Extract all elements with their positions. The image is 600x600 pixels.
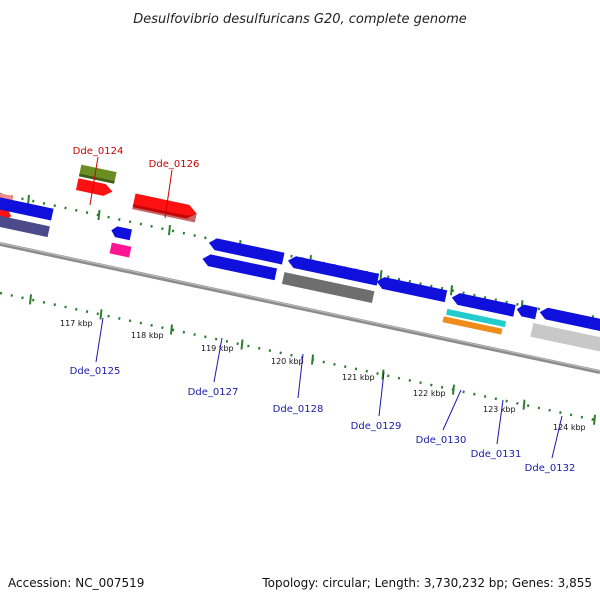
feature-blue-partial[interactable] (0, 195, 54, 221)
leader-dde0132 (551, 415, 563, 459)
lower-ruler-major-tick-8 (593, 414, 596, 425)
feature-dde0125-function[interactable] (109, 242, 132, 258)
lower-ruler-major-tick-4 (311, 354, 314, 365)
leader-dde0130 (442, 389, 462, 431)
upper-ruler-major-tick-0 (27, 194, 30, 206)
feature-dde0127-gene-b[interactable] (201, 253, 278, 281)
tick-label-122: 122 kbp (413, 389, 446, 398)
reverse-strand-features (0, 195, 600, 356)
feature-dde0124-gene[interactable] (75, 178, 114, 197)
feature-dde0124-function-shade (78, 173, 115, 184)
gene-label-dde0127[interactable]: Dde_0127 (188, 387, 239, 398)
tick-label-121: 121 kbp (342, 373, 375, 382)
lower-ruler-major-tick-6 (452, 384, 455, 395)
leader-dde0127 (213, 337, 223, 383)
feature-dde0131-gene[interactable] (516, 303, 538, 320)
leader-dde0126 (164, 169, 173, 219)
feature-dde0124-function[interactable] (79, 164, 117, 181)
feature-dde0132-function[interactable] (530, 323, 600, 356)
leader-dde0124 (89, 156, 99, 206)
lower-ruler-major-tick-0 (29, 294, 32, 305)
feature-dde0132-gene[interactable] (538, 306, 600, 336)
upper-ruler-major-tick-2 (168, 224, 171, 236)
genome-backbone-highlight (0, 242, 600, 372)
feature-dde0125-gene[interactable] (110, 225, 132, 241)
leader-dde0128 (297, 353, 304, 399)
gene-label-dde0130[interactable]: Dde_0130 (416, 435, 467, 446)
leader-dde0125 (95, 317, 104, 363)
feature-dde0126-gene[interactable] (132, 193, 199, 220)
upper-ruler-major-tick-5 (379, 270, 383, 281)
feature-dde0128-gene[interactable] (287, 255, 380, 286)
tick-label-123: 123 kbp (483, 405, 516, 414)
accession-text: Accession: NC_007519 (8, 576, 144, 590)
lower-ruler-major-tick-1 (99, 309, 103, 320)
tick-label-119: 119 kbp (201, 344, 234, 353)
lower-ruler-major-tick-2 (170, 324, 173, 335)
feature-dde0130-function-a[interactable] (446, 308, 507, 328)
feature-dde0130-gene[interactable] (451, 292, 516, 317)
lower-ruler-major-tick-7 (522, 399, 526, 410)
gene-label-dde0128[interactable]: Dde_0128 (273, 404, 324, 415)
tick-label-118: 118 kbp (131, 331, 164, 340)
gene-label-dde0132[interactable]: Dde_0132 (525, 463, 576, 474)
leader-dde0131 (496, 399, 504, 445)
feature-dde0130-function-b[interactable] (442, 316, 503, 335)
gene-label-dde0125[interactable]: Dde_0125 (70, 366, 121, 377)
lower-ruler-major-tick-5 (381, 369, 385, 380)
upper-ruler-major-tick-1 (97, 209, 101, 221)
tick-label-120: 120 kbp (271, 357, 304, 366)
tick-label-117: 117 kbp (60, 319, 93, 328)
upper-ruler-major-tick-6 (450, 285, 453, 296)
feature-dde0128-function[interactable] (281, 272, 375, 304)
tick-label-124: 124 kbp (553, 423, 586, 432)
tick-labels: 117 kbp 118 kbp 119 kbp 120 kbp 121 kbp … (60, 319, 586, 432)
genome-summary-text: Topology: circular; Length: 3,730,232 bp… (261, 576, 592, 590)
lower-ruler-major-tick-3 (240, 339, 244, 350)
genome-backbone (0, 242, 600, 374)
gene-label-dde0131[interactable]: Dde_0131 (471, 449, 522, 460)
gene-label-dde0129[interactable]: Dde_0129 (351, 421, 402, 432)
feature-red-partial[interactable] (0, 204, 12, 221)
leader-dde0129 (378, 371, 385, 417)
lower-ruler-major-ticks (29, 294, 596, 425)
gene-label-dde0124[interactable]: Dde_0124 (73, 146, 124, 157)
map-title: Desulfovibrio desulfuricans G20, complet… (133, 12, 467, 27)
gene-labels: Dde_0124 Dde_0126 Dde_0125 Dde_0127 Dde_… (70, 146, 576, 474)
gene-label-dde0126[interactable]: Dde_0126 (149, 159, 200, 170)
feature-dde0129-gene[interactable] (375, 276, 448, 303)
feature-purple-partial[interactable] (0, 213, 50, 238)
gene-leader-lines (89, 156, 563, 459)
feature-dde0127-gene[interactable] (208, 237, 285, 265)
feature-dde0126-gene-shade (132, 204, 197, 223)
